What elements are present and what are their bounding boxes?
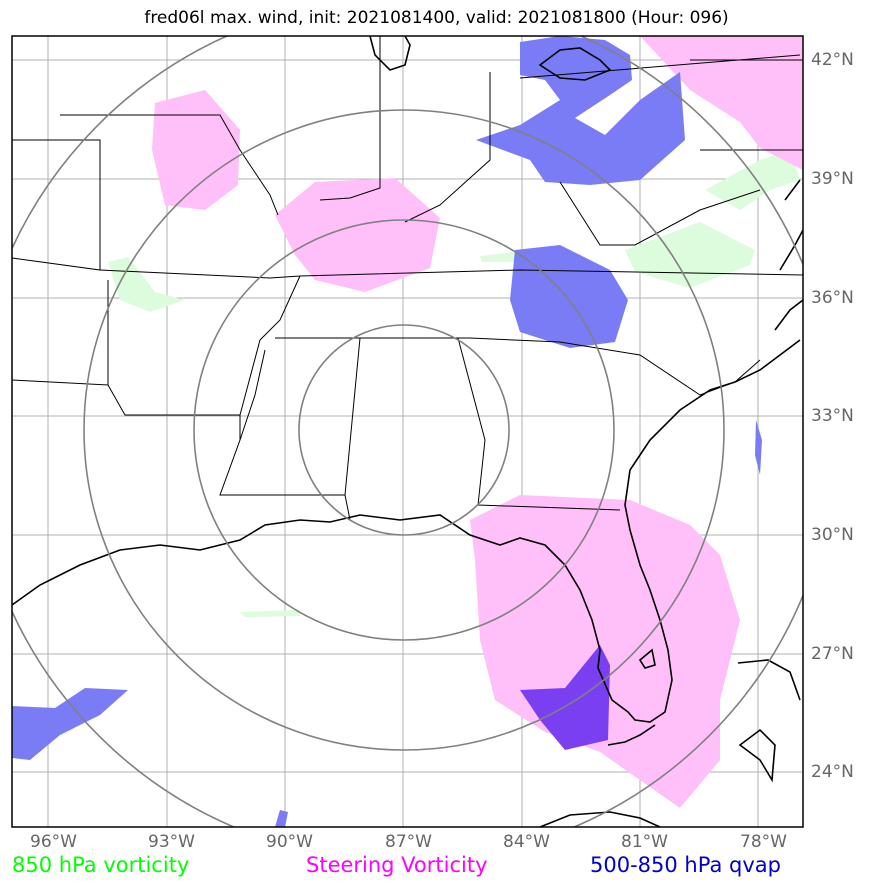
legend-qvap: 500-850 hPa qvap	[590, 853, 781, 877]
lat-label-33: 33°N	[811, 406, 854, 426]
lon-label-96: 96°W	[30, 832, 77, 852]
lon-label-78: 78°W	[740, 832, 787, 852]
lon-label-84: 84°W	[503, 832, 550, 852]
coastlines	[12, 36, 803, 827]
overlap-field	[520, 645, 610, 750]
lon-label-90: 90°W	[266, 832, 313, 852]
lon-label-81: 81°W	[621, 832, 668, 852]
lon-label-93: 93°W	[148, 832, 195, 852]
lat-label-36: 36°N	[811, 288, 854, 308]
map-title: fred06l max. wind, init: 2021081400, val…	[144, 8, 729, 28]
legend-steering-vorticity: Steering Vorticity	[306, 853, 488, 877]
state-boundaries	[12, 36, 803, 521]
map-frame	[11, 35, 804, 828]
range-rings	[12, 36, 803, 827]
lon-label-87: 87°W	[385, 832, 432, 852]
lat-label-30: 30°N	[811, 525, 854, 545]
lat-label-42: 42°N	[811, 50, 854, 70]
lat-label-27: 27°N	[811, 644, 854, 664]
legend-850-vorticity: 850 hPa vorticity	[12, 853, 190, 877]
lat-label-39: 39°N	[811, 169, 854, 189]
steering-vorticity-fields	[152, 36, 803, 808]
lat-label-24: 24°N	[811, 762, 854, 782]
